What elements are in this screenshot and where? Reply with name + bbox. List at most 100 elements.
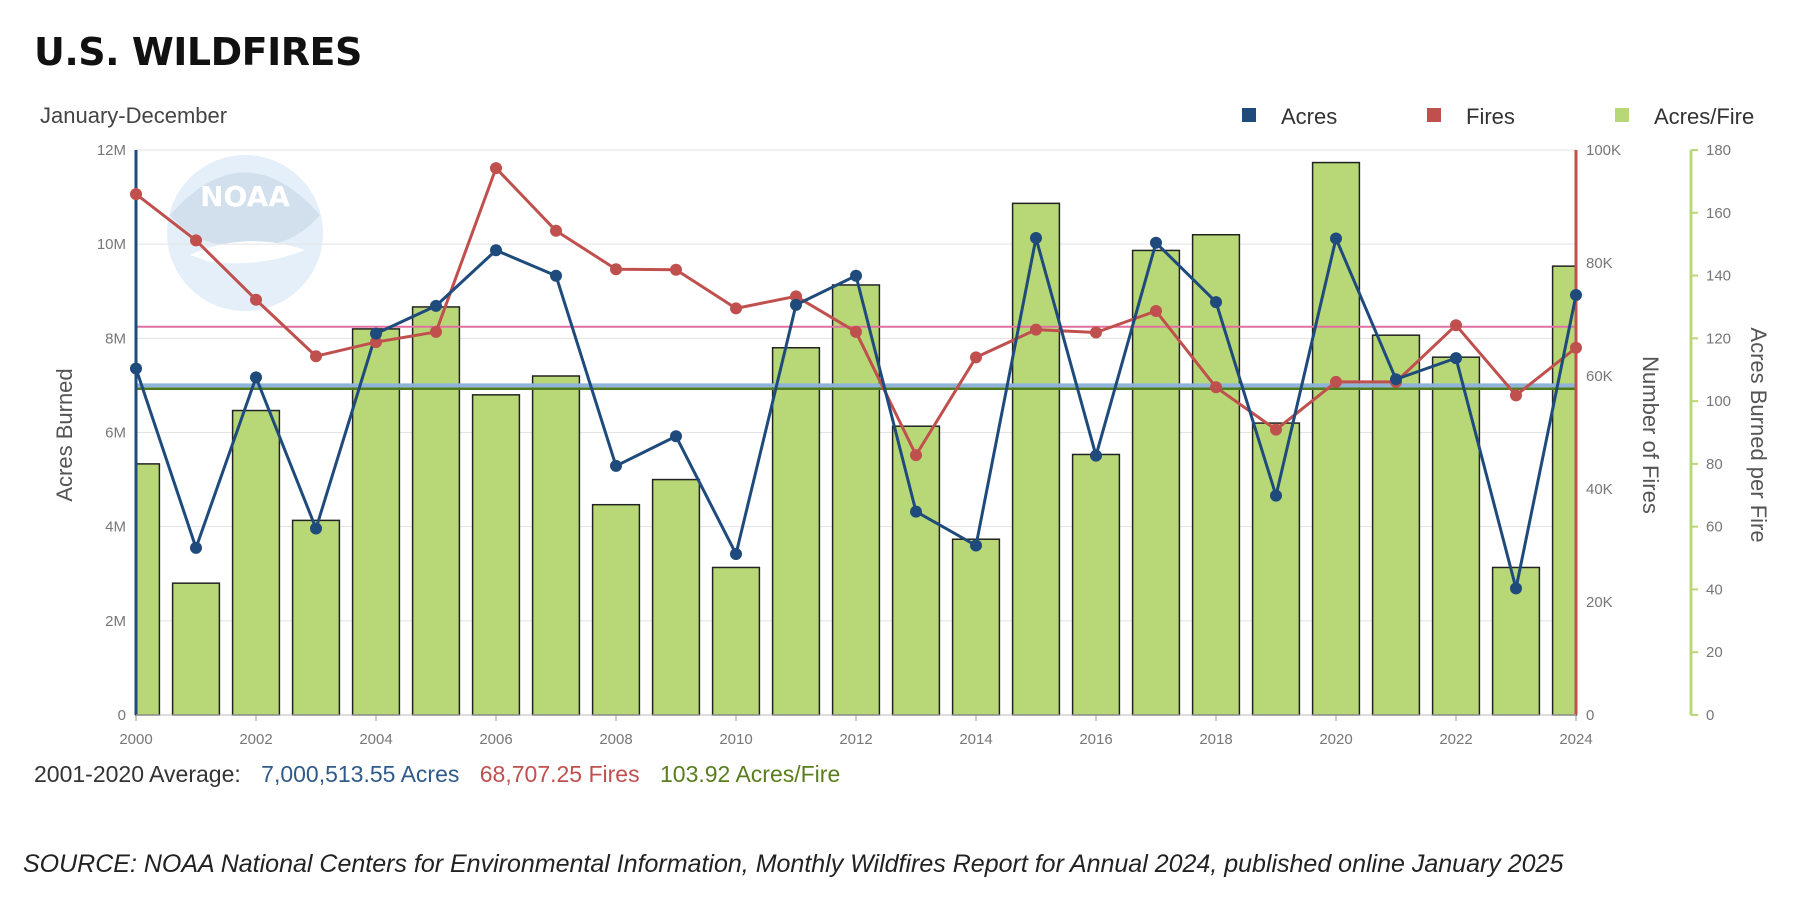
legend-label-fires: Fires	[1466, 104, 1515, 129]
bar-2019	[1251, 422, 1301, 716]
point-fires-2005	[430, 325, 442, 338]
point-acres-2004	[370, 327, 382, 340]
bar-2012	[831, 284, 881, 716]
bar-2009	[651, 478, 701, 716]
bar-2001	[171, 582, 221, 716]
far-right-tick-label: 100	[1706, 393, 1731, 410]
point-acres-2006	[490, 244, 502, 257]
bar-2015	[1011, 202, 1061, 716]
point-fires-2003	[310, 350, 322, 363]
point-fires-2007	[550, 224, 562, 237]
point-acres-2000	[130, 362, 142, 375]
x-tick-label: 2014	[959, 731, 992, 748]
far-right-tick-label: 80	[1706, 456, 1723, 473]
average-acres-per-fire: 103.92 Acres/Fire	[659, 761, 841, 787]
left-tick-label: 8M	[105, 330, 126, 347]
bar-2006	[471, 394, 521, 716]
point-fires-2019	[1270, 423, 1282, 436]
point-acres-2018	[1210, 296, 1222, 309]
point-fires-2011	[790, 290, 802, 303]
point-acres-2015	[1030, 232, 1042, 245]
point-fires-2004	[370, 336, 382, 349]
point-fires-2000	[130, 188, 142, 201]
point-acres-2020	[1330, 232, 1342, 245]
point-acres-2011	[790, 298, 802, 311]
x-tick-label: 2012	[839, 731, 872, 748]
point-acres-2024	[1570, 289, 1582, 302]
x-tick-label: 2000	[119, 731, 152, 748]
left-tick-label: 6M	[105, 425, 126, 442]
average-fires: 68,707.25 Fires	[479, 761, 640, 787]
right-tick-label: 0	[1586, 707, 1594, 724]
point-fires-2001	[190, 234, 202, 247]
series-points	[130, 162, 1582, 595]
far-right-tick-label: 0	[1706, 707, 1714, 724]
legend-swatch-acres	[1242, 108, 1256, 122]
point-acres-2007	[550, 269, 562, 282]
point-acres-2002	[250, 371, 262, 384]
source-note: SOURCE: NOAA National Centers for Enviro…	[23, 850, 1564, 878]
left-tick-label: 4M	[105, 519, 126, 536]
right-tick-label: 80K	[1586, 255, 1613, 272]
far-right-tick-label: 140	[1706, 268, 1731, 285]
point-acres-2012	[850, 269, 862, 282]
bar-2007	[531, 375, 581, 716]
bar-2002	[231, 409, 281, 716]
point-acres-2008	[610, 459, 622, 472]
x-tick-label: 2004	[359, 731, 392, 748]
x-tick-label: 2018	[1199, 731, 1232, 748]
point-acres-2009	[670, 430, 682, 443]
tick-labels: 0 2M 4M 6M 8M 10M 12M 0 20K 40K 60K 80K 100K 0 20 40 60 8…	[97, 142, 1731, 748]
legend-swatch-fires	[1427, 108, 1441, 122]
far-right-tick-label: 180	[1706, 142, 1731, 159]
averages-row: 2001-2020 Average: 7,000,513.55 Acres 68…	[34, 761, 854, 788]
chart-title: U.S. WILDFIRES	[34, 30, 362, 74]
far-right-tick-label: 20	[1706, 644, 1723, 661]
point-acres-2019	[1270, 489, 1282, 502]
noaa-logo-watermark: NOAA	[167, 155, 323, 311]
point-acres-2017	[1150, 236, 1162, 249]
bar-2020	[1311, 161, 1361, 716]
bar-2011	[771, 347, 821, 716]
bar-2017	[1131, 249, 1181, 716]
point-fires-2020	[1330, 375, 1342, 388]
point-acres-2016	[1090, 449, 1102, 462]
point-acres-2001	[190, 541, 202, 554]
left-tick-label: 0	[118, 707, 126, 724]
point-acres-2010	[730, 547, 742, 560]
far-right-tick-label: 160	[1706, 205, 1731, 222]
point-acres-2003	[310, 522, 322, 535]
point-acres-2013	[910, 505, 922, 518]
point-acres-2023	[1510, 582, 1522, 595]
bar-2022	[1431, 356, 1481, 716]
bar-2008	[591, 503, 641, 716]
x-tick-label: 2008	[599, 731, 632, 748]
x-tick-label: 2020	[1319, 731, 1352, 748]
right-tick-label: 20K	[1586, 594, 1613, 611]
left-tick-label: 10M	[97, 236, 126, 253]
logo-text: NOAA	[200, 180, 290, 213]
right-axis-title: Number of Fires	[1638, 356, 1663, 514]
bar-2018	[1191, 234, 1241, 716]
point-fires-2006	[490, 162, 502, 175]
x-tick-label: 2024	[1559, 731, 1592, 748]
x-tick-label: 2016	[1079, 731, 1112, 748]
far-right-tick-label: 40	[1706, 581, 1723, 598]
right-tick-label: 40K	[1586, 481, 1613, 498]
point-fires-2024	[1570, 341, 1582, 354]
left-axis-title: Acres Burned	[52, 368, 77, 501]
point-fires-2012	[850, 325, 862, 338]
point-fires-2009	[670, 263, 682, 276]
far-right-tick-label: 60	[1706, 519, 1723, 536]
far-right-axis-title: Acres Burned per Fire	[1746, 327, 1771, 542]
point-fires-2015	[1030, 323, 1042, 336]
bars-acres-per-fire	[135, 161, 1577, 716]
x-tick-label: 2022	[1439, 731, 1472, 748]
point-fires-2016	[1090, 326, 1102, 339]
point-acres-2014	[970, 539, 982, 552]
left-tick-label: 12M	[97, 142, 126, 159]
bar-2014	[951, 538, 1001, 716]
right-tick-label: 60K	[1586, 368, 1613, 385]
bar-2016	[1071, 453, 1121, 716]
point-fires-2023	[1510, 389, 1522, 402]
